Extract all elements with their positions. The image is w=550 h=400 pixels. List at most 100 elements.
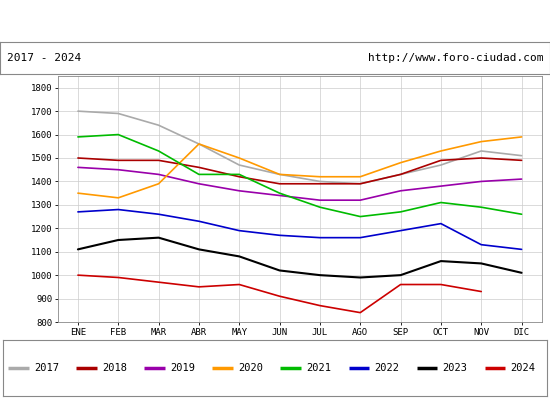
Text: 2023: 2023 [442,363,468,373]
2018 [438,158,444,163]
2018 [518,158,525,163]
2020 [518,134,525,139]
2018 [196,165,202,170]
Text: 2021: 2021 [306,363,331,373]
2017 [236,163,243,168]
2021 [155,148,162,153]
2021 [75,134,81,139]
Text: 2020: 2020 [238,363,263,373]
2018 [478,156,485,160]
2024 [276,294,283,299]
2017 [478,148,485,153]
2020 [478,139,485,144]
2018 [357,181,364,186]
Line: 2018: 2018 [78,158,521,184]
2023 [357,275,364,280]
2019 [357,198,364,202]
2019 [236,188,243,193]
2019 [317,198,323,202]
2017 [196,142,202,146]
Text: 2022: 2022 [375,363,399,373]
Line: 2022: 2022 [78,210,521,249]
2023 [518,270,525,275]
2023 [276,268,283,273]
2019 [155,172,162,177]
2017 [115,111,122,116]
2022 [236,228,243,233]
2019 [397,188,404,193]
2024 [397,282,404,287]
2021 [276,191,283,196]
2022 [357,235,364,240]
2019 [518,177,525,182]
2024 [317,303,323,308]
2021 [438,200,444,205]
2021 [317,205,323,210]
2023 [317,273,323,278]
2023 [438,259,444,264]
2021 [357,214,364,219]
Line: 2020: 2020 [78,137,521,198]
2021 [518,212,525,217]
2021 [115,132,122,137]
2017 [518,153,525,158]
2021 [397,210,404,214]
2017 [317,179,323,184]
2021 [236,172,243,177]
2021 [196,172,202,177]
2018 [115,158,122,163]
2020 [397,160,404,165]
2019 [196,181,202,186]
2020 [196,142,202,146]
2021 [478,205,485,210]
2017 [397,172,404,177]
Line: 2019: 2019 [78,167,521,200]
2023 [236,254,243,259]
2022 [438,221,444,226]
2022 [196,219,202,224]
2020 [276,172,283,177]
2022 [518,247,525,252]
Line: 2021: 2021 [78,134,521,216]
2024 [75,273,81,278]
2023 [397,273,404,278]
2019 [438,184,444,188]
2024 [478,289,485,294]
2017 [75,109,81,114]
2022 [75,210,81,214]
2019 [478,179,485,184]
Text: 2017 - 2024: 2017 - 2024 [7,53,81,63]
Line: 2023: 2023 [78,238,521,278]
2017 [438,163,444,168]
2020 [317,174,323,179]
2023 [196,247,202,252]
2018 [276,181,283,186]
Text: 2017: 2017 [34,363,59,373]
2020 [357,174,364,179]
2018 [75,156,81,160]
2022 [317,235,323,240]
2019 [276,193,283,198]
2018 [155,158,162,163]
2023 [155,235,162,240]
Text: 2024: 2024 [510,363,536,373]
2024 [357,310,364,315]
Text: 2019: 2019 [170,363,195,373]
2023 [115,238,122,242]
2018 [397,172,404,177]
Text: Evolucion del paro registrado en Cehegín: Evolucion del paro registrado en Cehegín [100,13,450,29]
2019 [75,165,81,170]
2018 [236,174,243,179]
2022 [397,228,404,233]
2020 [75,191,81,196]
2017 [276,172,283,177]
2022 [478,242,485,247]
2024 [115,275,122,280]
2020 [115,196,122,200]
2024 [236,282,243,287]
Text: 2018: 2018 [102,363,127,373]
2022 [276,233,283,238]
2020 [438,148,444,153]
2020 [155,181,162,186]
2023 [478,261,485,266]
